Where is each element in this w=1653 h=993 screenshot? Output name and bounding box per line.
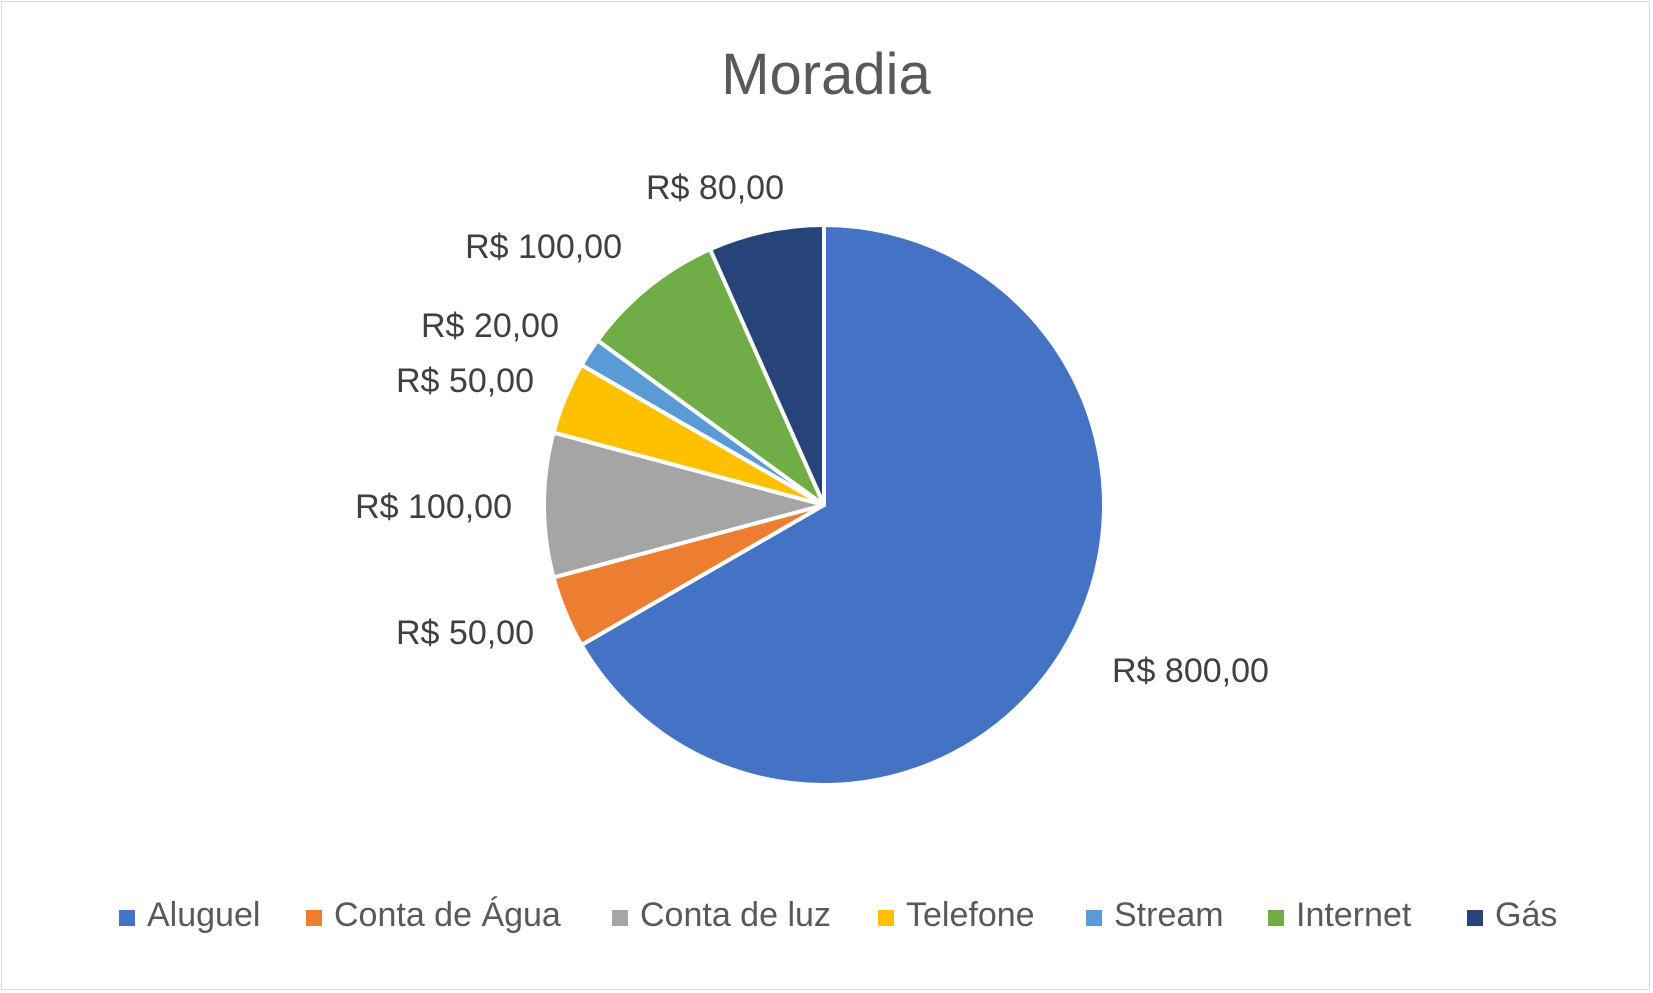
pie-slice-aluguel	[579, 223, 1106, 787]
legend-label: Stream	[1114, 896, 1224, 934]
legend-swatch	[119, 910, 135, 926]
legend-item: Internet	[1268, 896, 1412, 934]
data-label: R$ 80,00	[646, 169, 784, 207]
legend-item: Stream	[1086, 896, 1224, 934]
legend-swatch	[1467, 910, 1483, 926]
legend-item: Aluguel	[119, 896, 260, 934]
data-label: R$ 800,00	[1112, 652, 1269, 690]
legend: Aluguel Conta de Água Conta de luz Telefone…	[119, 896, 1557, 934]
chart-title: Moradia	[721, 42, 931, 107]
data-label: R$ 100,00	[355, 488, 512, 526]
pie-slice-g-s	[708, 223, 826, 507]
legend-label: Internet	[1296, 896, 1412, 934]
legend-swatch	[612, 910, 628, 926]
legend-label: Gás	[1495, 896, 1557, 934]
pie-slices	[542, 223, 1106, 787]
legend-swatch	[1086, 910, 1102, 926]
legend-item: Telefone	[878, 896, 1035, 934]
data-label: R$ 20,00	[421, 307, 559, 345]
legend-label: Aluguel	[147, 896, 260, 934]
legend-item: Conta de Água	[306, 896, 561, 934]
legend-label: Conta de Água	[334, 896, 561, 934]
legend-swatch	[1268, 910, 1284, 926]
pie-slice-conta-de-luz	[542, 430, 826, 580]
legend-swatch	[306, 910, 322, 926]
legend-label: Telefone	[906, 896, 1035, 934]
pie-slice-internet	[595, 247, 826, 507]
legend-swatch	[878, 910, 894, 926]
legend-item: Conta de luz	[612, 896, 831, 934]
data-label: R$ 50,00	[396, 614, 534, 652]
data-label: R$ 100,00	[465, 228, 622, 266]
legend-label: Conta de luz	[640, 896, 831, 934]
legend-item: Gás	[1467, 896, 1557, 934]
data-labels: R$ 800,00 R$ 50,00 R$ 100,00 R$ 50,00 R$ 20,…	[355, 169, 1269, 690]
data-label: R$ 50,00	[396, 362, 534, 400]
